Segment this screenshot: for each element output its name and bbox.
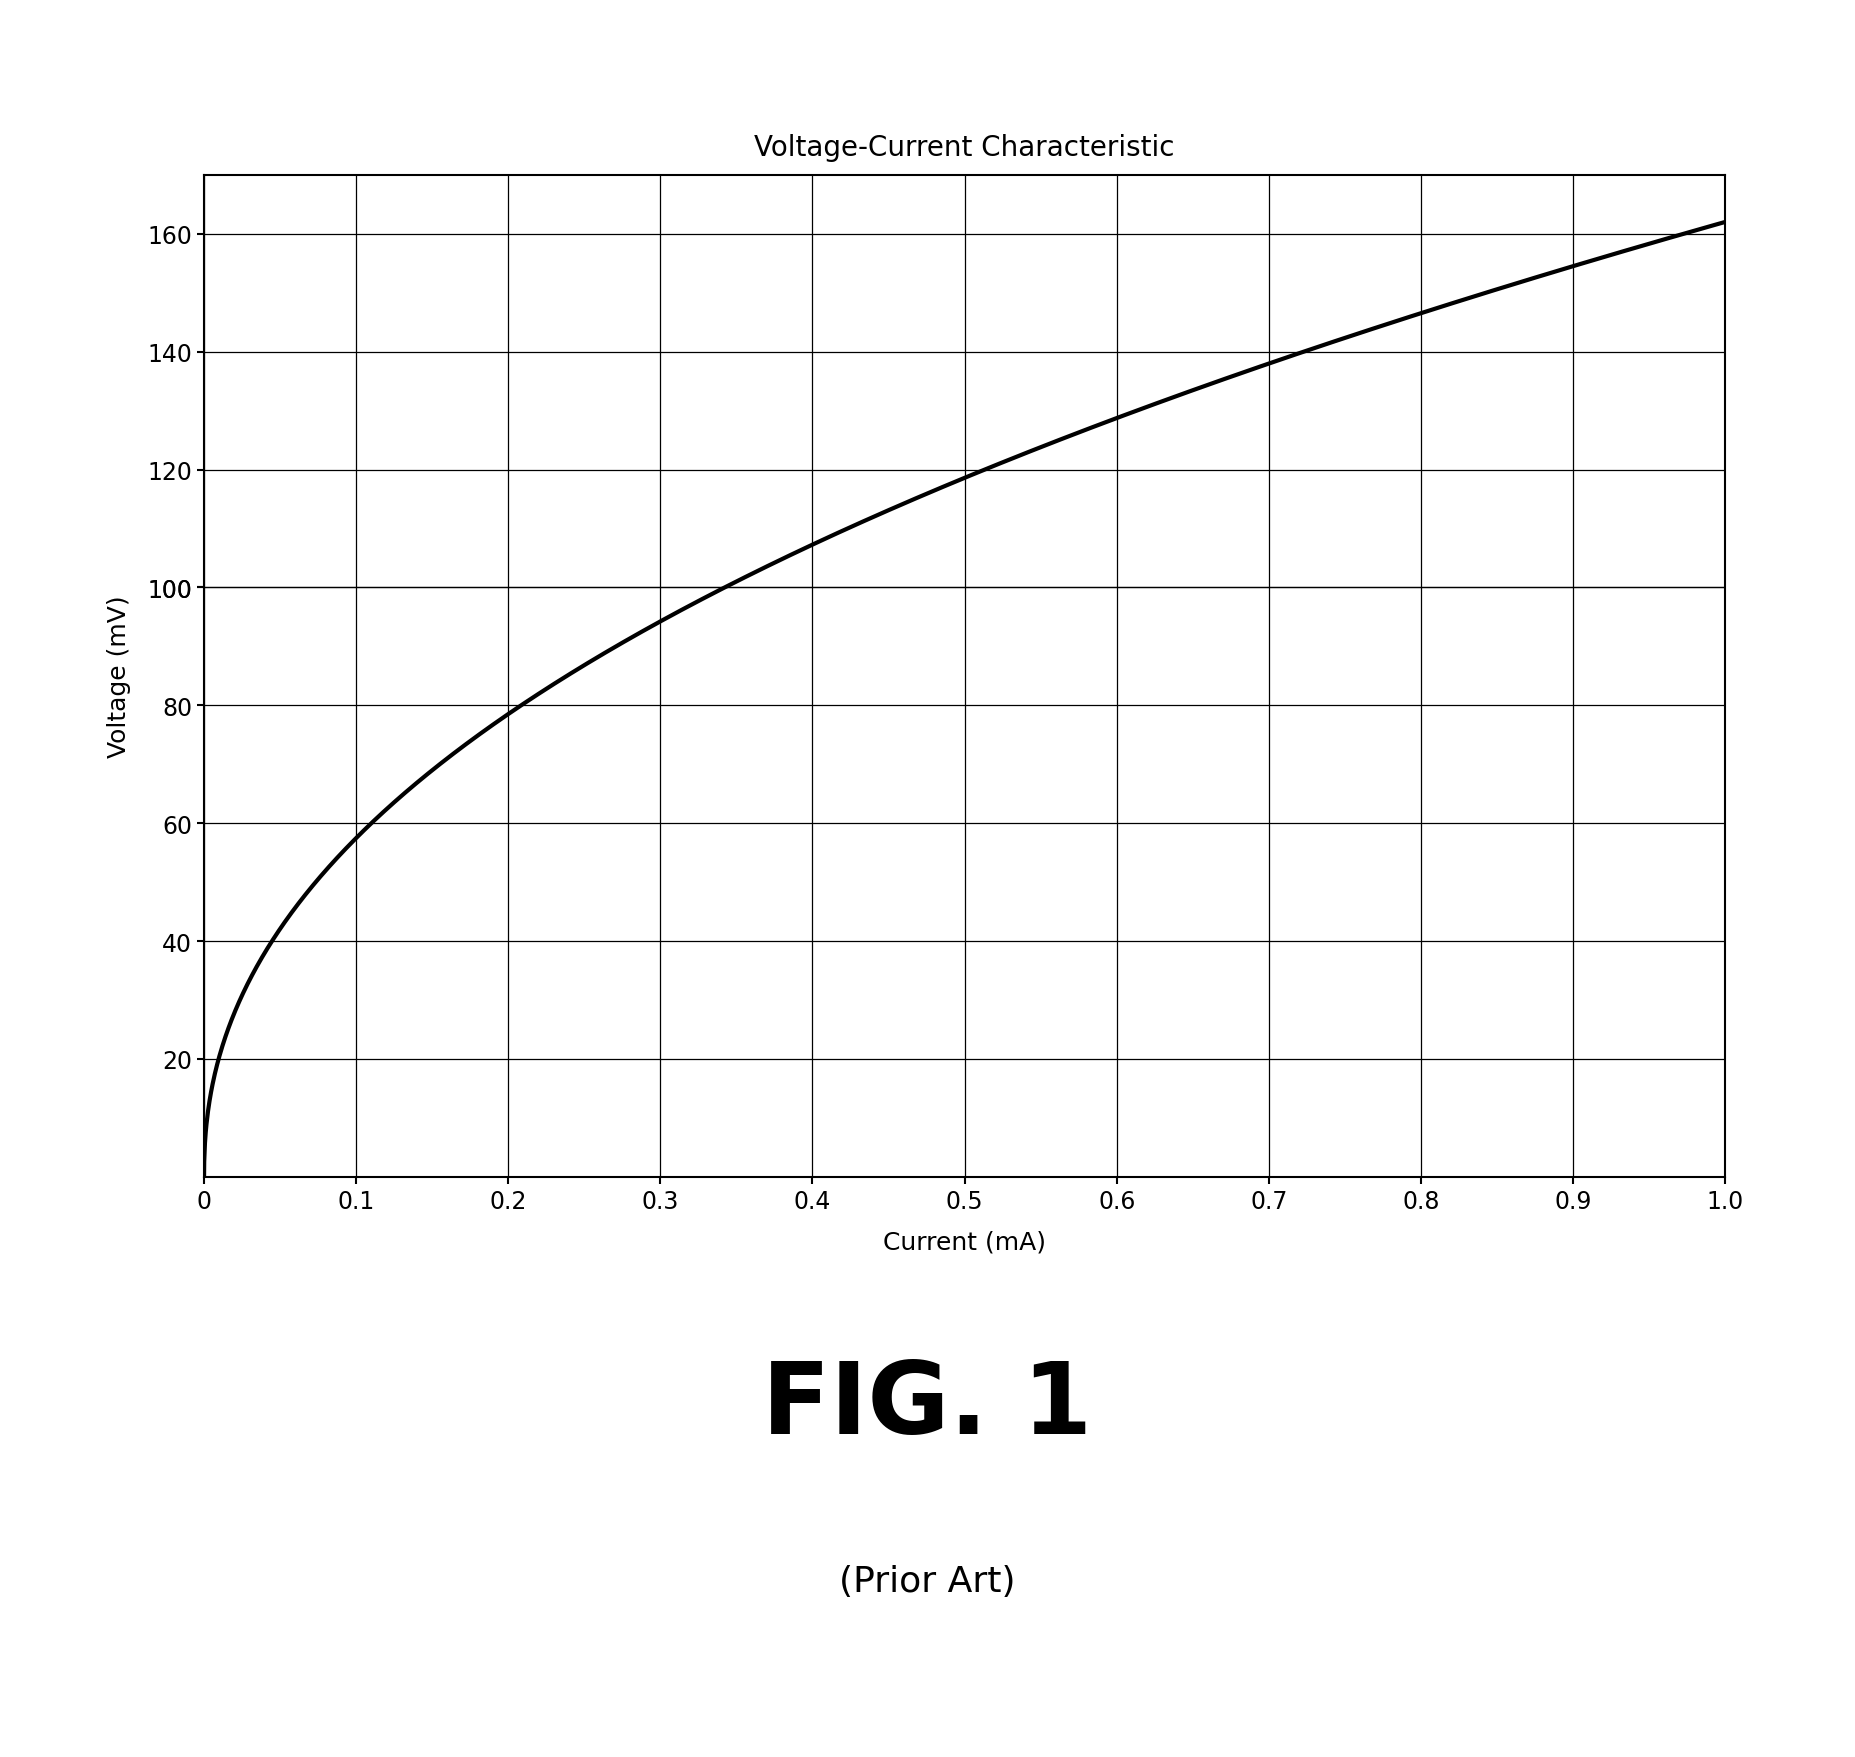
Y-axis label: Voltage (mV): Voltage (mV) <box>108 596 130 757</box>
Text: (Prior Art): (Prior Art) <box>838 1564 1017 1599</box>
Title: Voltage-Current Characteristic: Voltage-Current Characteristic <box>755 134 1174 162</box>
X-axis label: Current (mA): Current (mA) <box>883 1230 1046 1253</box>
Text: FIG. 1: FIG. 1 <box>762 1356 1093 1455</box>
